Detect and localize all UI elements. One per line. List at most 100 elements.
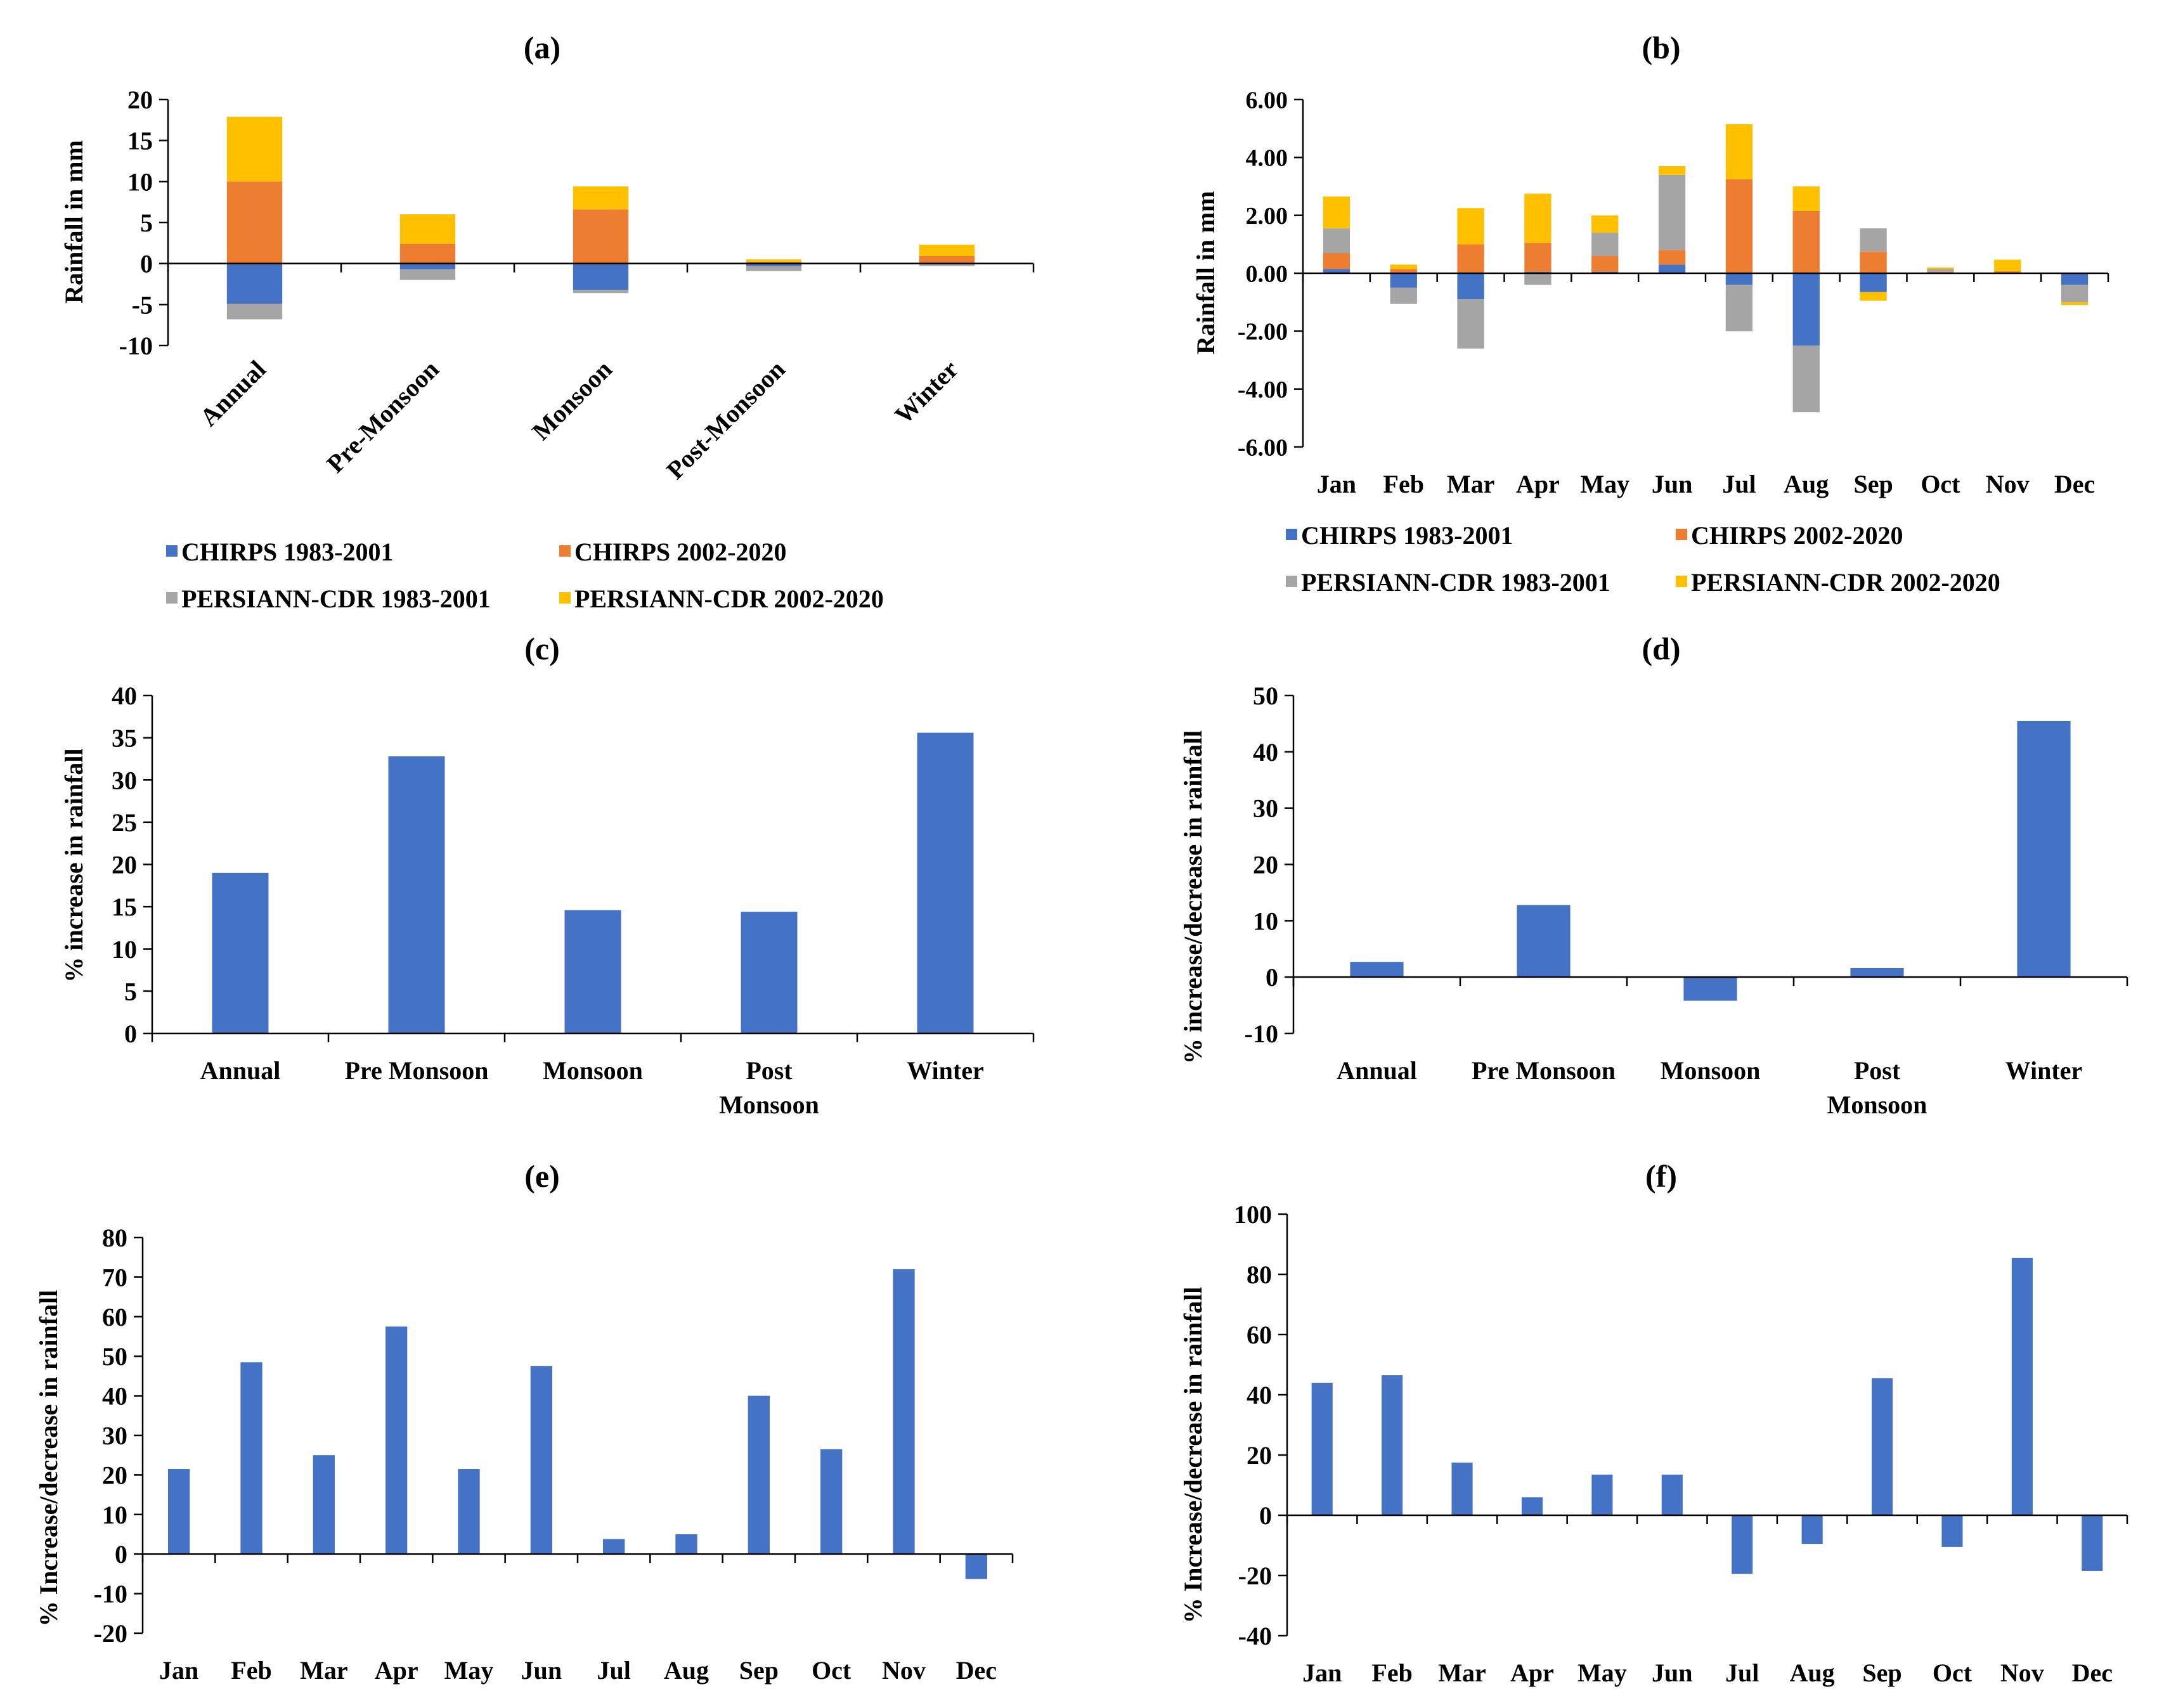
panel-b-bar-chirps-early-11 <box>2061 273 2089 285</box>
panel-b-bar-persiann-late-1 <box>1390 264 1417 269</box>
panel-e-plot: -20 -10 0 10 20 30 40 50 60 70 80 Jan Feb Mar Apr May Ju… <box>94 1224 1014 1685</box>
panel-b-bar-persiann-early-2 <box>1457 299 1484 349</box>
panel-f-y-tick-label: 100 <box>1234 1200 1272 1229</box>
panel-f-category-label: Jul <box>1725 1659 1759 1687</box>
panel-c-category-label: Winter <box>907 1056 983 1085</box>
panel-e-bar-9 <box>820 1449 843 1555</box>
panel-f-category-label: Sep <box>1862 1659 1901 1687</box>
panel-b-bar-chirps-early-6 <box>1725 273 1753 285</box>
panel-d-category-label: Monsoon <box>1661 1056 1761 1085</box>
panel-d-bar-2 <box>1683 977 1737 1001</box>
panel-e-y-tick-label: -10 <box>94 1580 127 1608</box>
panel-c-y-tick-label: 5 <box>124 977 137 1006</box>
panel-b-bar-persiann-late-10 <box>1994 259 2021 271</box>
panel-b-bar-chirps-late-2 <box>1457 244 1484 273</box>
panel-d-y-tick-label: 0 <box>1266 963 1278 992</box>
panel-d-category-label: Post <box>1854 1056 1901 1085</box>
panel-e-y-tick-label: 30 <box>102 1421 127 1450</box>
panel-d-category-label: Annual <box>1337 1056 1417 1085</box>
panel-b-bar-persiann-early-1 <box>1390 287 1417 304</box>
panel-e-y-tick-label: 50 <box>102 1342 127 1371</box>
panel-e-category-label: Nov <box>882 1656 926 1685</box>
panel-e-ylabel: % Increase/decrease in rainfall <box>34 1290 63 1627</box>
panel-a-bar-persiann-late-2 <box>573 186 629 210</box>
panel-a-bar-persiann-late-1 <box>399 214 456 244</box>
panel-f-y-tick-label: 0 <box>1259 1501 1272 1530</box>
panel-a-bar-persiann-late-3 <box>746 259 802 262</box>
panel-c-y-tick-label: 25 <box>112 808 137 837</box>
panel-b-category-label: Nov <box>1986 470 2030 498</box>
legend-swatch-persiann-late <box>1676 576 1687 587</box>
panel-c-bar-1 <box>388 756 445 1033</box>
legend-label: CHIRPS 1983-2001 <box>1301 521 1513 550</box>
panel-e-bar-5 <box>530 1366 552 1555</box>
panel-a-title: (a) <box>524 30 560 65</box>
panel-e-y-tick-label: 20 <box>102 1461 127 1489</box>
panel-d-bar-1 <box>1517 905 1571 978</box>
panel-c-title: (c) <box>524 631 560 666</box>
panel-b-category-label: Aug <box>1784 470 1829 498</box>
panel-e-bar-2 <box>313 1455 335 1555</box>
panel-b-category-label: Dec <box>2054 470 2095 498</box>
panel-a-bar-chirps-early-3 <box>746 263 802 266</box>
panel-f-bar-11 <box>2082 1515 2103 1571</box>
panel-e-category-label: Aug <box>664 1656 709 1685</box>
panel-f-y-tick-label: 20 <box>1247 1441 1272 1470</box>
legend-label: PERSIANN-CDR 2002-2020 <box>1691 568 2000 597</box>
panel-a-bar-persiann-early-3 <box>746 266 802 271</box>
panel-b-bar-chirps-late-1 <box>1390 269 1417 273</box>
panel-b-bar-chirps-late-0 <box>1323 253 1351 269</box>
panel-b-bar-persiann-early-5 <box>1658 174 1686 250</box>
panel-b-bar-chirps-early-8 <box>1860 273 1887 292</box>
panel-f-category-label: Dec <box>2072 1659 2113 1687</box>
legend-swatch-persiann-late <box>559 592 571 604</box>
panel-b-bar-chirps-late-8 <box>1860 251 1887 273</box>
panel-e-bar-7 <box>675 1534 697 1555</box>
panel-a-ylabel: Rainfall in mm <box>60 140 88 304</box>
panel-b-bar-persiann-late-6 <box>1725 124 1753 179</box>
panel-d-category-label: Monsoon <box>1827 1090 1927 1119</box>
panel-f-category-label: Jun <box>1652 1659 1693 1687</box>
panel-f-bar-1 <box>1382 1375 1403 1515</box>
panel-b-bar-persiann-early-4 <box>1591 233 1619 256</box>
panel-d-category-label: Pre Monsoon <box>1472 1056 1616 1085</box>
panel-f-category-label: Oct <box>1933 1659 1972 1687</box>
legend-label: PERSIANN-CDR 1983-2001 <box>181 585 491 613</box>
panel-d-ylabel: % increase/decrease in rainfall <box>1179 730 1207 1064</box>
panel-e-bar-4 <box>458 1469 480 1555</box>
panel-e-bar-3 <box>385 1326 408 1555</box>
panel-a-bar-persiann-late-0 <box>226 117 283 182</box>
panel-b-y-tick-label: 0.00 <box>1246 261 1288 287</box>
panel-f-ylabel: % Increase/decrease in rainfall <box>1179 1287 1207 1624</box>
panel-c-ylabel: % increase in rainfall <box>60 748 88 982</box>
panel-f-category-label: Jan <box>1302 1659 1342 1687</box>
panel-b-category-label: Apr <box>1516 470 1560 498</box>
panel-d-y-tick-label: 40 <box>1253 738 1278 767</box>
legend-swatch-chirps-early <box>166 545 178 557</box>
panel-d-plot: -10 0 10 20 30 40 50 Annual Pre Monsoon Monsoon Po… <box>1245 682 2128 1119</box>
panel-a-bar-persiann-early-0 <box>226 304 283 320</box>
panel-e-y-tick-label: -20 <box>94 1619 127 1648</box>
panel-b-y-tick-label: 4.00 <box>1246 145 1288 172</box>
panel-c-category-label: Post <box>746 1056 793 1085</box>
panel-c-category-label: Pre Monsoon <box>344 1056 488 1085</box>
panel-c-category-label: Monsoon <box>543 1056 643 1085</box>
panel-e-category-label: May <box>444 1656 494 1685</box>
panel-b-y-tick-label: 6.00 <box>1246 87 1288 113</box>
panel-b-bar-persiann-late-3 <box>1524 193 1551 243</box>
panel-b-bar-persiann-late-2 <box>1457 208 1484 245</box>
panel-b-bar-persiann-late-8 <box>1860 292 1887 301</box>
panel-c-y-tick-label: 20 <box>112 851 137 879</box>
panel-e-category-label: Oct <box>812 1656 852 1685</box>
panel-c-y-tick-label: 40 <box>112 682 137 710</box>
panel-f-category-label: Aug <box>1790 1659 1835 1687</box>
panel-f-plot: -40 -20 0 20 40 60 80 100 Jan Feb Mar Apr May Jun Jul A… <box>1234 1200 2128 1687</box>
panel-e-y-tick-label: 10 <box>102 1501 127 1529</box>
legend-swatch-persiann-early <box>1286 576 1297 587</box>
panel-b-bar-chirps-early-7 <box>1792 273 1820 346</box>
panel-e-y-tick-label: 80 <box>102 1224 127 1252</box>
panel-c-bar-4 <box>917 732 974 1033</box>
panel-a-y-tick-label: 20 <box>127 86 153 114</box>
panel-f-y-tick-label: 80 <box>1247 1260 1272 1289</box>
panel-f-category-label: May <box>1577 1659 1627 1687</box>
